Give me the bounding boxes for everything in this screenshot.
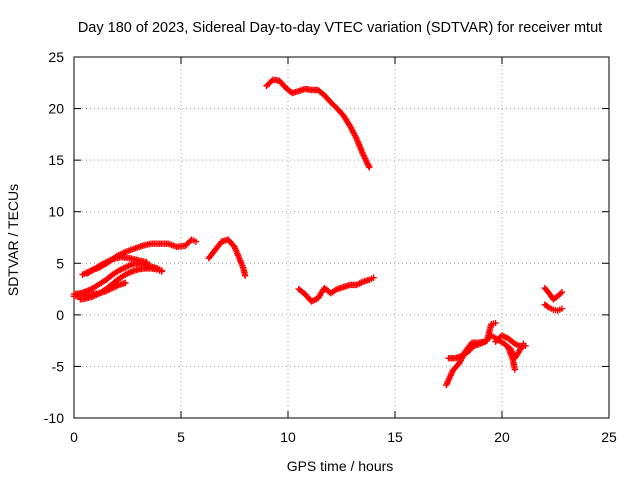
data-point — [158, 268, 165, 275]
data-point — [242, 272, 249, 279]
x-tick-label: 20 — [494, 429, 510, 445]
x-tick-label: 5 — [177, 429, 185, 445]
x-tick-label: 0 — [70, 429, 78, 445]
data-point — [544, 303, 551, 310]
data-point — [268, 77, 275, 85]
plot-border — [73, 56, 610, 419]
data-point — [143, 259, 150, 266]
data-point — [192, 238, 200, 245]
x-tick-label: 10 — [280, 429, 296, 445]
y-tick-label: 20 — [48, 101, 64, 117]
y-tick-label: 10 — [48, 204, 64, 220]
y-tick-label: 5 — [56, 255, 64, 271]
y-axis-label: SDTVAR / TECUs — [5, 184, 21, 296]
x-tick-label: 25 — [601, 429, 617, 445]
grid-lines — [74, 57, 609, 418]
y-tick-labels: -10 -5 0 5 10 15 20 25 — [44, 49, 64, 426]
data-point — [558, 305, 566, 312]
chart-title: Day 180 of 2023, Sidereal Day-to-day VTE… — [78, 20, 602, 36]
y-tick-label: 15 — [48, 152, 64, 168]
data-point — [492, 319, 499, 327]
data-point — [122, 279, 129, 287]
data-point — [366, 164, 373, 171]
data-point — [522, 342, 529, 349]
x-axis-label: GPS time / hours — [287, 458, 394, 474]
y-tick-label: -5 — [52, 358, 65, 374]
y-tick-label: -10 — [44, 410, 64, 426]
data-point — [558, 288, 566, 296]
data-point — [557, 290, 564, 297]
x-tick-label: 15 — [387, 429, 403, 445]
data-point — [370, 274, 377, 281]
x-tick-labels: 0 5 10 15 20 25 — [70, 429, 617, 445]
y-tick-label: 0 — [56, 307, 64, 323]
y-tick-label: 25 — [48, 49, 64, 65]
data-points — [70, 76, 566, 389]
data-point — [511, 366, 519, 373]
